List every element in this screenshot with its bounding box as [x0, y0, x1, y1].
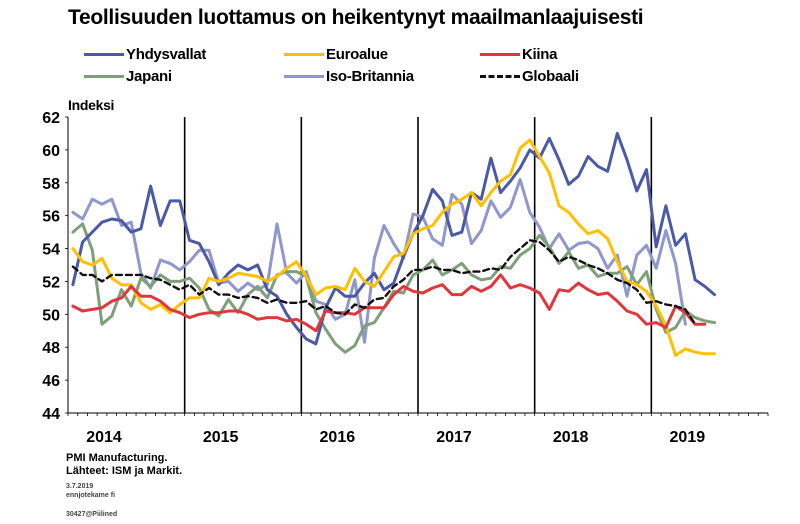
x-tick-label: 2019 — [670, 429, 706, 446]
legend-item: Globaali — [480, 66, 579, 86]
legend-label: Euroalue — [326, 45, 388, 63]
legend-label: Iso-Britannia — [326, 67, 414, 85]
axes — [67, 117, 769, 416]
legend-swatch — [284, 52, 324, 56]
series-line-kiina — [71, 273, 707, 333]
source-line-1: PMI Manufacturing. — [66, 452, 168, 464]
legend-item: Kiina — [480, 44, 557, 64]
legend-label: Globaali — [522, 67, 579, 85]
x-tick-label: 2015 — [203, 429, 239, 446]
legend-item: Japani — [84, 66, 172, 86]
year-gridlines — [183, 117, 653, 413]
series-line-globaali — [71, 239, 697, 326]
y-tick-label: 54 — [42, 242, 60, 259]
x-tick-label: 2016 — [320, 429, 356, 446]
legend: Yhdysvallat Euroalue Kiina Japani Iso-Britan… — [84, 44, 704, 94]
legend-item: Yhdysvallat — [84, 44, 206, 64]
y-tick-label: 60 — [42, 143, 60, 160]
y-tick-labels: 44 46 48 50 52 54 56 58 60 62 — [42, 110, 68, 423]
y-tick-label: 44 — [42, 406, 60, 423]
source-group: ennjotekame fi — [66, 492, 116, 499]
legend-swatch — [480, 52, 520, 56]
x-tick-label: 2014 — [86, 429, 122, 446]
x-tick-labels: 2014 2015 2016 2017 2018 2019 — [86, 429, 705, 446]
source-id: 30427@Piilined — [66, 511, 118, 518]
legend-label: Yhdysvallat — [126, 45, 207, 63]
series-lines — [71, 131, 716, 357]
y-tick-label: 62 — [42, 110, 60, 127]
legend-label: Japani — [126, 67, 172, 85]
series-line-euroalue — [71, 138, 716, 357]
source-line-2: Lähteet: ISM ja Markit. — [66, 465, 183, 477]
source-meta: 3.7.2019 ennjotekame fi — [66, 482, 115, 500]
series-line-iso-britannia — [71, 178, 687, 344]
y-tick-label: 48 — [42, 340, 60, 357]
series-line-yhdysvallat — [71, 131, 716, 346]
y-tick-label: 46 — [42, 373, 60, 390]
legend-item: Iso-Britannia — [284, 66, 414, 86]
x-tick-label: 2017 — [436, 429, 472, 446]
source-note: PMI Manufacturing. Lähteet: ISM ja Marki… — [66, 452, 182, 478]
y-tick-label: 58 — [42, 176, 60, 193]
legend-swatch — [480, 74, 520, 78]
legend-item: Euroalue — [284, 44, 388, 64]
legend-swatch — [284, 74, 324, 78]
y-tick-label: 56 — [42, 209, 60, 226]
x-tick-label: 2018 — [553, 429, 589, 446]
legend-swatch — [84, 52, 124, 56]
legend-label: Kiina — [522, 45, 558, 63]
chart-title: Teollisuuden luottamus on heikentynyt ma… — [68, 6, 644, 29]
y-tick-label: 52 — [42, 274, 60, 291]
source-date: 3.7.2019 — [66, 483, 94, 490]
y-axis-label: Indeksi — [68, 97, 114, 113]
y-tick-label: 50 — [42, 307, 60, 324]
legend-swatch — [84, 74, 124, 78]
